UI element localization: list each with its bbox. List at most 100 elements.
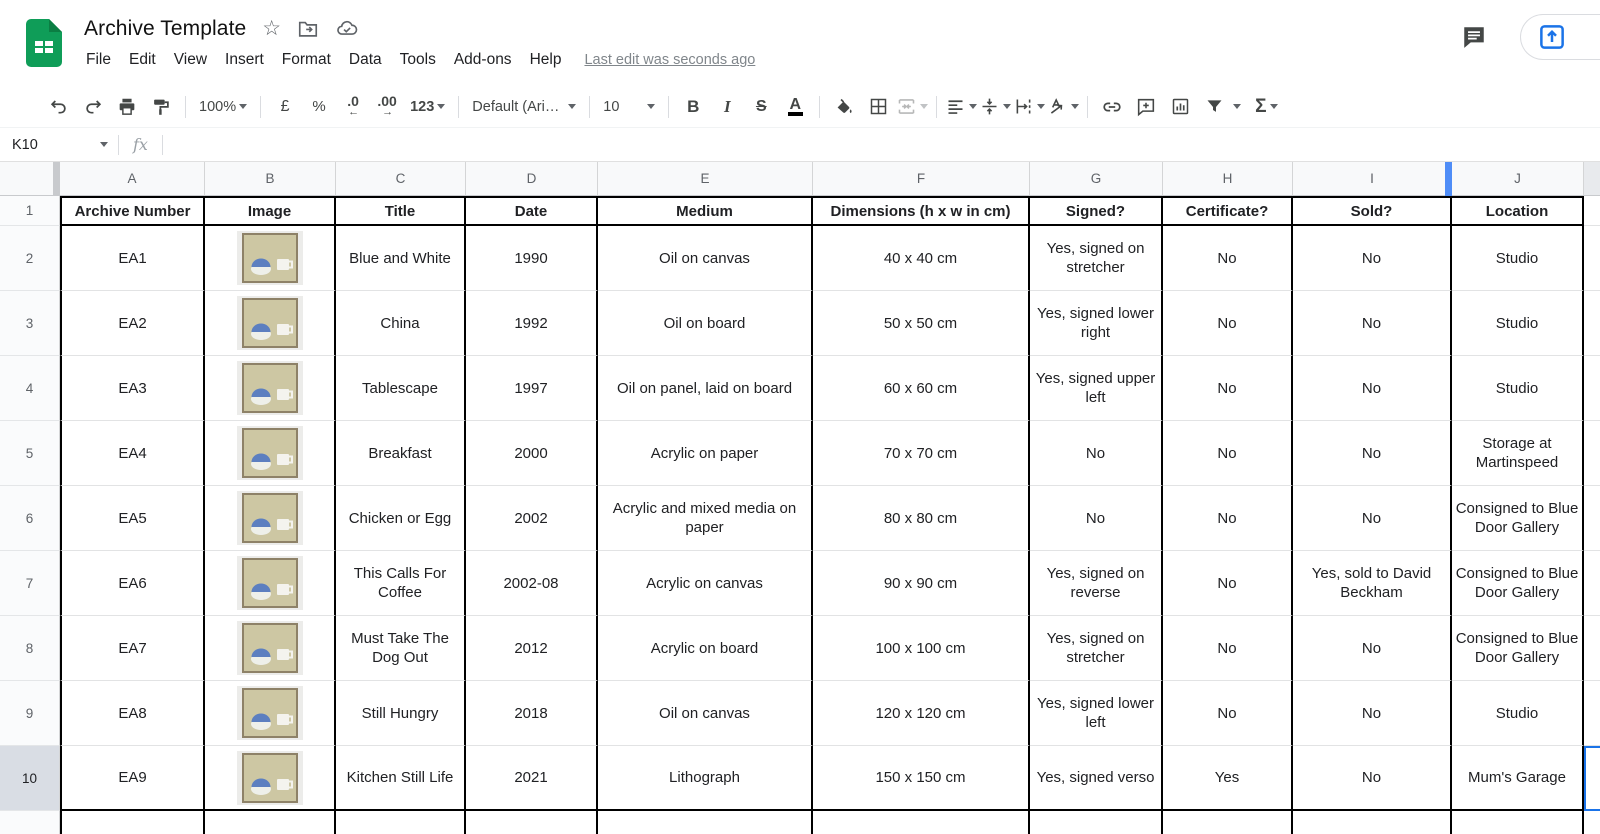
cell-K6[interactable]	[1584, 486, 1600, 551]
menu-tools[interactable]: Tools	[399, 51, 436, 68]
cell-E4[interactable]: Oil on panel, laid on board	[598, 356, 813, 421]
cell-H11[interactable]	[1163, 811, 1293, 834]
cell-A6[interactable]: EA5	[60, 486, 205, 551]
format-percent-button[interactable]: %	[312, 98, 326, 115]
cell-E8[interactable]: Acrylic on board	[598, 616, 813, 681]
cell-I1[interactable]: Sold?	[1293, 196, 1452, 226]
row-header-2[interactable]: 2	[0, 226, 60, 291]
strikethrough-button[interactable]: S	[755, 97, 767, 115]
chevron-down-icon[interactable]	[1233, 104, 1242, 109]
cell-C7[interactable]: This Calls For Coffee	[336, 551, 466, 616]
cell-I3[interactable]: No	[1293, 291, 1452, 356]
cell-E6[interactable]: Acrylic and mixed media on paper	[598, 486, 813, 551]
cell-A4[interactable]: EA3	[60, 356, 205, 421]
cell-J9[interactable]: Studio	[1452, 681, 1584, 746]
name-box[interactable]: K10	[0, 137, 118, 153]
menu-edit[interactable]: Edit	[128, 51, 156, 68]
cell-C6[interactable]: Chicken or Egg	[336, 486, 466, 551]
redo-button[interactable]	[76, 91, 110, 123]
cell-H10[interactable]: Yes	[1163, 746, 1293, 811]
share-button[interactable]	[1520, 14, 1600, 60]
cell-J8[interactable]: Consigned to Blue Door Gallery	[1452, 616, 1584, 681]
cell-D1[interactable]: Date	[466, 196, 598, 226]
cell-B8[interactable]	[205, 616, 336, 681]
cell-I4[interactable]: No	[1293, 356, 1452, 421]
selected-cell-K10[interactable]	[1584, 746, 1600, 811]
cell-J1[interactable]: Location	[1452, 196, 1584, 226]
cell-A7[interactable]: EA6	[60, 551, 205, 616]
cell-C5[interactable]: Breakfast	[336, 421, 466, 486]
menu-format[interactable]: Format	[281, 51, 331, 68]
cell-C9[interactable]: Still Hungry	[336, 681, 466, 746]
cell-D3[interactable]: 1992	[466, 291, 598, 356]
cell-K4[interactable]	[1584, 356, 1600, 421]
col-header-D[interactable]: D	[466, 162, 598, 196]
cell-J10[interactable]: Mum's Garage	[1452, 746, 1584, 811]
fill-color-button[interactable]	[827, 91, 861, 123]
cell-K5[interactable]	[1584, 421, 1600, 486]
menu-insert[interactable]: Insert	[225, 51, 264, 68]
cell-D9[interactable]: 2018	[466, 681, 598, 746]
cell-E2[interactable]: Oil on canvas	[598, 226, 813, 291]
cell-D6[interactable]: 2002	[466, 486, 598, 551]
cell-J5[interactable]: Storage at Martinspeed	[1452, 421, 1584, 486]
cell-B11[interactable]	[205, 811, 336, 834]
cell-E3[interactable]: Oil on board	[598, 291, 813, 356]
cell-I5[interactable]: No	[1293, 421, 1452, 486]
cell-E7[interactable]: Acrylic on canvas	[598, 551, 813, 616]
menu-data[interactable]: Data	[348, 51, 382, 68]
borders-button[interactable]	[861, 91, 895, 123]
move-to-folder-icon[interactable]	[297, 18, 319, 40]
cell-F6[interactable]: 80 x 80 cm	[813, 486, 1030, 551]
cell-G4[interactable]: Yes, signed upper left	[1030, 356, 1163, 421]
menu-help[interactable]: Help	[529, 51, 562, 68]
sheets-logo[interactable]	[26, 19, 62, 67]
insert-chart-button[interactable]	[1163, 91, 1197, 123]
cell-D7[interactable]: 2002-08	[466, 551, 598, 616]
row-header-1[interactable]: 1	[0, 196, 60, 226]
cell-A9[interactable]: EA8	[60, 681, 205, 746]
cell-G10[interactable]: Yes, signed verso	[1030, 746, 1163, 811]
cell-I2[interactable]: No	[1293, 226, 1452, 291]
cell-D11[interactable]	[466, 811, 598, 834]
col-header-G[interactable]: G	[1030, 162, 1163, 196]
cell-A11[interactable]	[60, 811, 205, 834]
cell-J7[interactable]: Consigned to Blue Door Gallery	[1452, 551, 1584, 616]
increase-decimal-button[interactable]: .00 →	[377, 92, 397, 118]
row-header-6[interactable]: 6	[0, 486, 60, 551]
cell-J6[interactable]: Consigned to Blue Door Gallery	[1452, 486, 1584, 551]
cell-K3[interactable]	[1584, 291, 1600, 356]
row-header-7[interactable]: 7	[0, 551, 60, 616]
cloud-saved-icon[interactable]	[335, 18, 359, 40]
cell-H9[interactable]: No	[1163, 681, 1293, 746]
cell-K1[interactable]	[1584, 196, 1600, 226]
italic-button[interactable]: I	[723, 96, 731, 116]
insert-comment-button[interactable]	[1129, 91, 1163, 123]
cell-E1[interactable]: Medium	[598, 196, 813, 226]
cell-H6[interactable]: No	[1163, 486, 1293, 551]
cell-G3[interactable]: Yes, signed lower right	[1030, 291, 1163, 356]
cell-D8[interactable]: 2012	[466, 616, 598, 681]
cell-K2[interactable]	[1584, 226, 1600, 291]
col-header-E[interactable]: E	[598, 162, 813, 196]
cell-B10[interactable]	[205, 746, 336, 811]
cell-B3[interactable]	[205, 291, 336, 356]
row-header-3[interactable]: 3	[0, 291, 60, 356]
cell-D4[interactable]: 1997	[466, 356, 598, 421]
format-currency-button[interactable]: £	[280, 97, 290, 115]
cell-H4[interactable]: No	[1163, 356, 1293, 421]
cell-A2[interactable]: EA1	[60, 226, 205, 291]
cell-H3[interactable]: No	[1163, 291, 1293, 356]
cell-E11[interactable]	[598, 811, 813, 834]
cell-A8[interactable]: EA7	[60, 616, 205, 681]
cell-E10[interactable]: Lithograph	[598, 746, 813, 811]
cell-D5[interactable]: 2000	[466, 421, 598, 486]
insert-link-button[interactable]	[1095, 91, 1129, 123]
cell-A5[interactable]: EA4	[60, 421, 205, 486]
cell-I9[interactable]: No	[1293, 681, 1452, 746]
paint-format-button[interactable]	[144, 91, 178, 123]
cell-J3[interactable]: Studio	[1452, 291, 1584, 356]
col-header-C[interactable]: C	[336, 162, 466, 196]
bold-button[interactable]: B	[687, 96, 700, 116]
cell-H1[interactable]: Certificate?	[1163, 196, 1293, 226]
